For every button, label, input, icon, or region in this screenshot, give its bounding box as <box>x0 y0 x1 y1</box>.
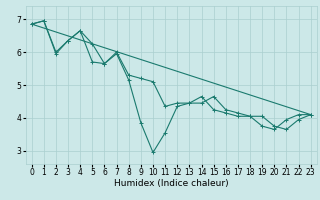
X-axis label: Humidex (Indice chaleur): Humidex (Indice chaleur) <box>114 179 228 188</box>
